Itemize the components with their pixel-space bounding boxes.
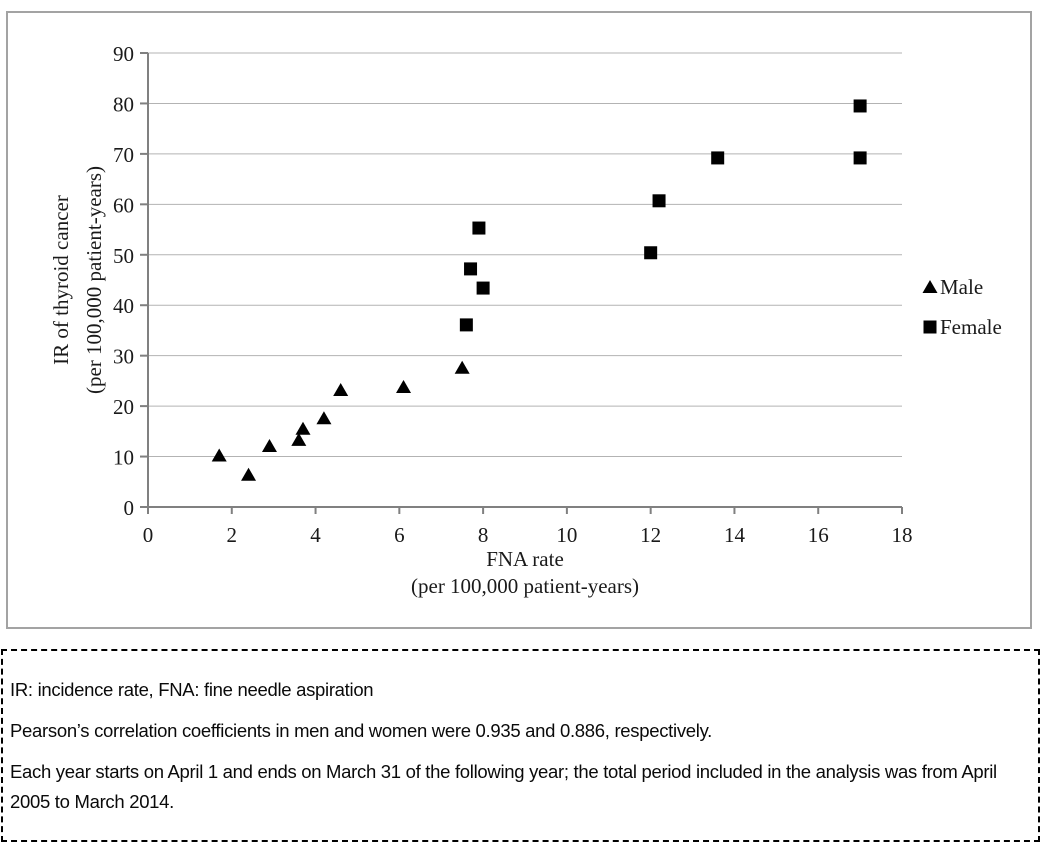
x-tick-label: 6	[394, 523, 405, 547]
data-point-male	[333, 382, 349, 396]
data-point-female	[464, 262, 478, 276]
y-tick-label: 80	[113, 92, 134, 116]
data-point-female	[459, 318, 473, 332]
chart-figure: 0 10 20 30 40 50 60 70 80 90 0 2 4 6 8 10 12 14 16 18 FNA ra…	[6, 11, 1032, 629]
y-tick-label: 40	[113, 294, 134, 318]
y-axis-title-units: (per 100,000 patient-years)	[82, 166, 106, 394]
legend-female-marker	[923, 320, 937, 334]
x-tick-label: 10	[556, 523, 577, 547]
x-tick-label: 8	[478, 523, 489, 547]
y-tick-label: 50	[113, 244, 134, 268]
x-tick-label: 4	[310, 523, 321, 547]
y-tick-label: 10	[113, 446, 134, 470]
y-tick-label: 70	[113, 143, 134, 167]
y-tick-label: 20	[113, 395, 134, 419]
data-point-male	[396, 379, 412, 393]
legend-male-marker	[922, 280, 938, 293]
note-correlation: Pearson’s correlation coefficients in me…	[10, 720, 712, 741]
figure-notes-box: IR: incidence rate, FNA: fine needle asp…	[1, 649, 1040, 842]
data-point-female	[652, 194, 666, 208]
data-point-female	[472, 221, 486, 235]
data-point-male	[295, 421, 311, 435]
note-period: Each year starts on April 1 and ends on …	[10, 761, 997, 812]
data-point-male	[454, 360, 470, 374]
x-tick-label: 14	[724, 523, 746, 547]
data-point-female	[853, 99, 867, 113]
x-tick-label: 16	[808, 523, 829, 547]
x-tick-label: 18	[892, 523, 913, 547]
data-point-male	[316, 411, 332, 425]
y-tick-label: 90	[113, 42, 134, 66]
y-tick-label: 60	[113, 193, 134, 217]
data-point-male	[211, 448, 227, 462]
note-abbreviations: IR: incidence rate, FNA: fine needle asp…	[10, 679, 374, 700]
y-tick-label: 0	[124, 496, 135, 520]
scatter-chart: 0 10 20 30 40 50 60 70 80 90 0 2 4 6 8 10 12 14 16 18 FNA ra…	[49, 42, 1002, 598]
y-axis-title: IR of thyroid cancer	[49, 195, 73, 365]
data-point-male	[291, 432, 307, 446]
x-axis-title-units: (per 100,000 patient-years)	[411, 574, 639, 598]
x-tick-label: 0	[143, 523, 154, 547]
data-point-female	[644, 246, 658, 260]
x-tick-label: 12	[640, 523, 661, 547]
legend-female-label: Female	[940, 315, 1002, 339]
y-tick-label: 30	[113, 345, 134, 369]
x-axis-title: FNA rate	[486, 547, 564, 571]
data-point-male	[261, 438, 277, 452]
data-point-female	[476, 281, 490, 295]
data-point-male	[241, 467, 257, 481]
data-point-female	[853, 151, 867, 165]
data-point-female	[711, 151, 725, 165]
x-tick-label: 2	[227, 523, 238, 547]
legend-male-label: Male	[940, 275, 983, 299]
